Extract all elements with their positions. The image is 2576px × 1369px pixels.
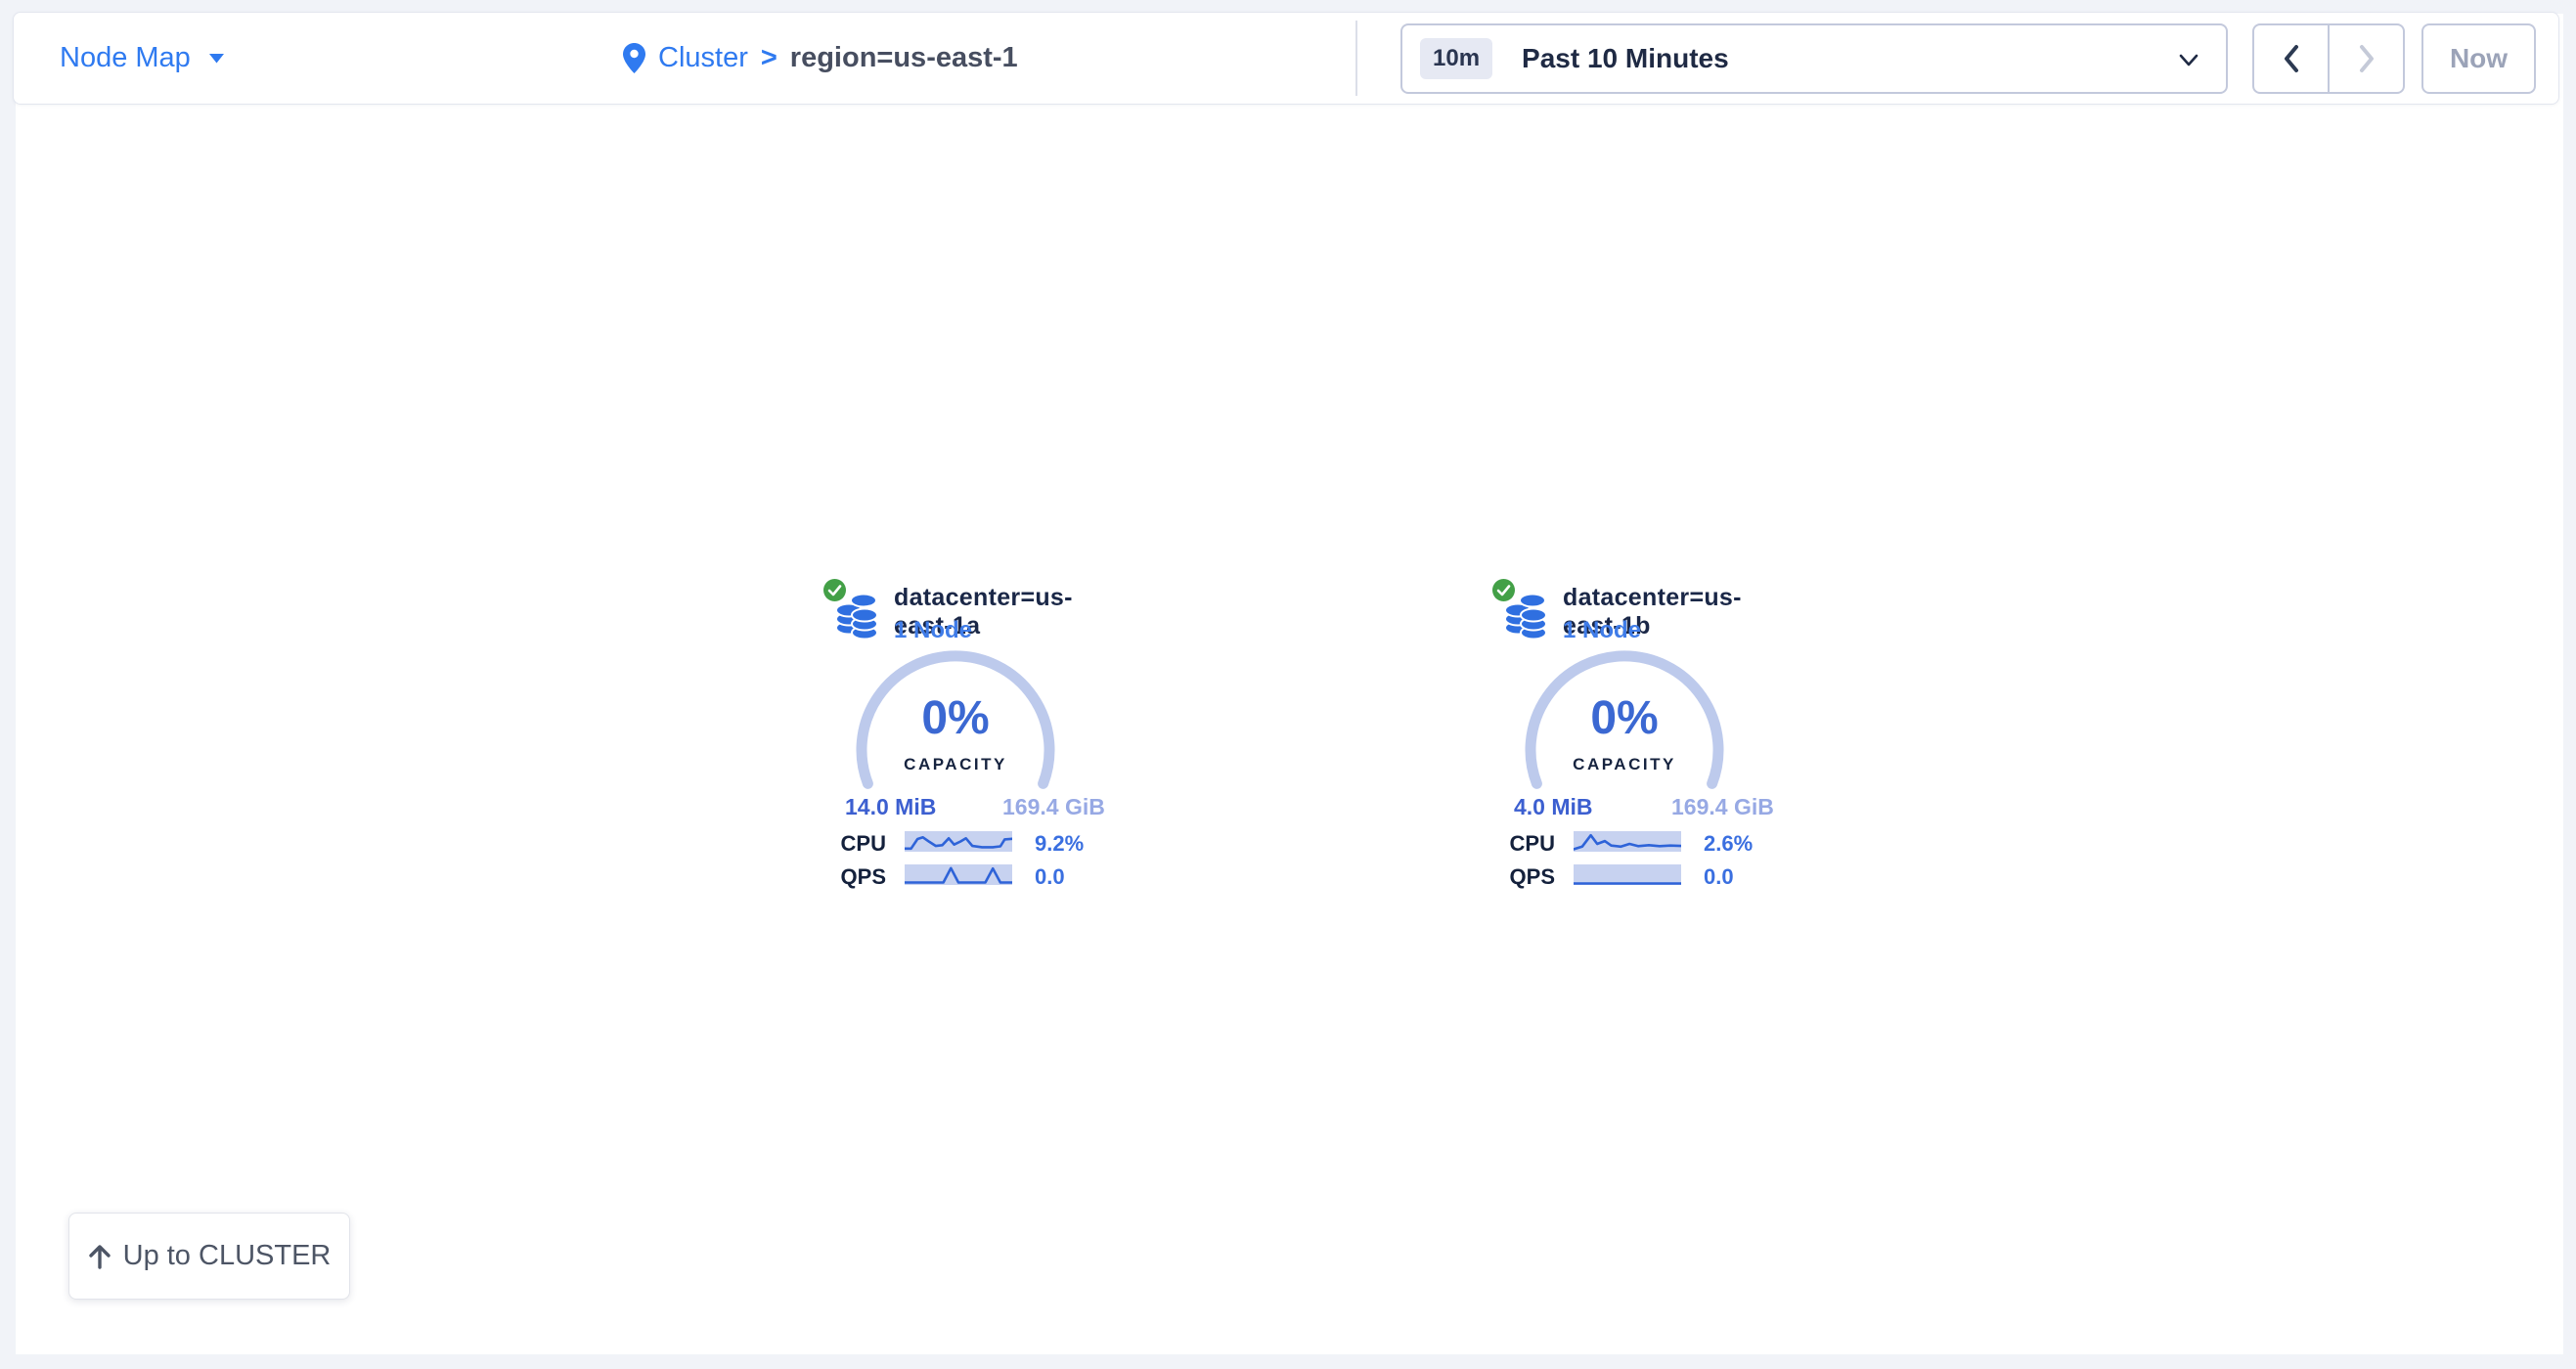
cpu-stat-label: CPU <box>840 831 886 856</box>
locality-node-count-link[interactable]: 1 Node <box>894 617 973 643</box>
up-to-cluster-button[interactable]: Up to CLUSTER <box>68 1213 350 1300</box>
locality-title: datacenter=us-east-1a <box>894 584 1073 640</box>
chevron-left-icon <box>2284 45 2298 72</box>
now-button[interactable]: Now <box>2421 23 2536 94</box>
capacity-gauge-arc <box>1525 650 1724 789</box>
locality-card-us-east-1a[interactable]: datacenter=us-east-1a 1 Node 0% CAPACITY… <box>822 575 1125 898</box>
time-range-label: Past 10 Minutes <box>1522 43 1729 73</box>
view-selector-label: Node Map <box>60 42 191 73</box>
breadcrumb-cluster-link[interactable]: Cluster <box>658 42 748 73</box>
breadcrumb-separator: > <box>760 42 777 73</box>
capacity-label: CAPACITY <box>1573 755 1676 773</box>
qps-stat-label: QPS <box>840 864 886 889</box>
qps-stat-row: QPS 0.0 <box>1490 864 1794 889</box>
chevron-right-icon <box>2359 45 2374 72</box>
cpu-stat-value: 2.6% <box>1704 831 1754 856</box>
cpu-sparkline <box>905 831 1012 852</box>
breadcrumb-current-locality: region=us-east-1 <box>789 42 1018 73</box>
qps-sparkline <box>905 864 1012 885</box>
location-pin-icon <box>623 43 645 73</box>
locality-title: datacenter=us-east-1b <box>1563 584 1742 640</box>
caret-down-icon <box>208 53 224 63</box>
time-step-forward-button[interactable] <box>2330 25 2403 92</box>
capacity-total-value: 169.4 GiB <box>1671 794 1774 819</box>
time-step-buttons <box>2252 23 2405 94</box>
view-selector-dropdown[interactable]: Node Map <box>60 13 224 104</box>
locality-node-count-link[interactable]: 1 Node <box>1563 617 1642 643</box>
qps-sparkline <box>1574 864 1681 885</box>
up-to-cluster-label: Up to CLUSTER <box>122 1240 332 1271</box>
toolbar-divider <box>1355 21 1357 96</box>
time-step-back-button[interactable] <box>2254 25 2330 92</box>
capacity-percentage: 0% <box>921 692 990 744</box>
database-stack-icon <box>1504 593 1547 640</box>
capacity-label: CAPACITY <box>904 755 1007 773</box>
chevron-down-icon <box>2179 54 2198 66</box>
node-map-canvas <box>16 14 2563 1354</box>
locality-card-us-east-1b[interactable]: datacenter=us-east-1b 1 Node 0% CAPACITY… <box>1490 575 1794 898</box>
breadcrumb: Cluster > region=us-east-1 <box>623 13 1018 104</box>
qps-stat-label: QPS <box>1509 864 1555 889</box>
top-toolbar: Node Map Cluster > region=us-east-1 10m … <box>13 12 2559 105</box>
qps-stat-row: QPS 0.0 <box>822 864 1125 889</box>
capacity-total-value: 169.4 GiB <box>1002 794 1105 819</box>
cpu-stat-label: CPU <box>1509 831 1555 856</box>
database-stack-icon <box>835 593 878 640</box>
cpu-sparkline <box>1574 831 1681 852</box>
qps-stat-value: 0.0 <box>1704 864 1734 889</box>
qps-stat-value: 0.0 <box>1035 864 1065 889</box>
cpu-stat-value: 9.2% <box>1035 831 1085 856</box>
cpu-stat-row: CPU 2.6% <box>1490 831 1794 856</box>
check-circle-icon <box>822 577 848 603</box>
arrow-up-icon <box>88 1245 111 1269</box>
cpu-stat-row: CPU 9.2% <box>822 831 1125 856</box>
capacity-used-value: 4.0 MiB <box>1514 794 1593 819</box>
time-range-dropdown[interactable]: 10m Past 10 Minutes <box>1400 23 2228 94</box>
capacity-gauge-arc <box>856 650 1055 789</box>
capacity-used-value: 14.0 MiB <box>845 794 937 819</box>
time-range-badge: 10m <box>1420 38 1493 79</box>
capacity-percentage: 0% <box>1590 692 1659 744</box>
check-circle-icon <box>1490 577 1517 603</box>
